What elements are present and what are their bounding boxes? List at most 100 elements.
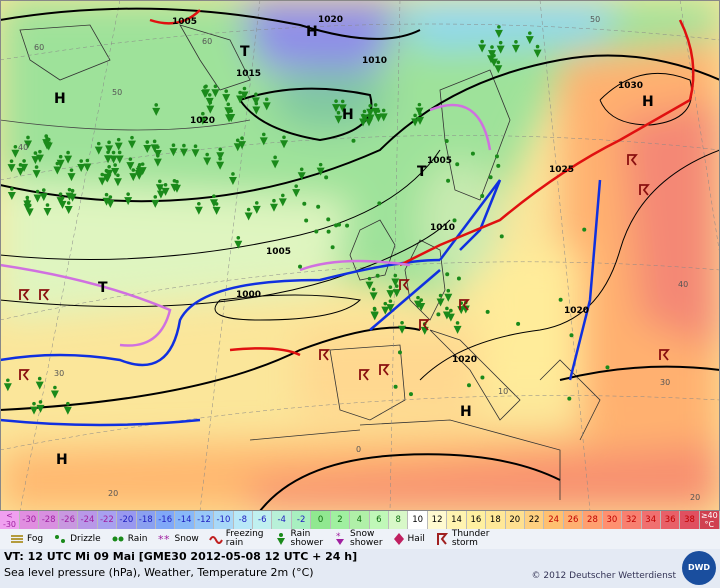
weather-symbol — [436, 312, 441, 317]
weather-symbol — [238, 141, 247, 150]
weather-symbol — [368, 104, 373, 108]
weather-symbol — [211, 89, 220, 98]
legend-cell: -6 — [253, 511, 273, 529]
weather-symbol — [414, 300, 423, 309]
weather-symbol — [386, 290, 395, 299]
weather-symbol — [238, 90, 242, 95]
weather-symbol — [496, 45, 505, 54]
weather-symbol — [228, 176, 237, 185]
weather-symbol — [212, 194, 216, 199]
fronts — [0, 9, 695, 427]
weather-symbol — [273, 155, 277, 160]
weather-symbol — [261, 132, 266, 137]
weather-symbol — [182, 143, 186, 148]
weather-symbol — [480, 194, 485, 199]
weather-symbol — [488, 175, 493, 180]
legend-cell: -10 — [214, 511, 234, 529]
grid-label: 40 — [678, 280, 688, 289]
weather-symbol — [156, 153, 160, 158]
weather-symbol — [163, 183, 168, 187]
weather-symbol — [229, 109, 234, 113]
legend-high-unit: °C — [704, 520, 715, 529]
weather-symbol — [37, 376, 42, 381]
weather-symbol — [131, 168, 136, 172]
weather-symbol — [246, 207, 251, 212]
weather-symbol — [79, 159, 84, 163]
weather-symbol — [271, 160, 280, 169]
low-center: T — [98, 280, 108, 296]
weather-symbol — [191, 149, 200, 158]
grid-label: 0 — [356, 445, 361, 454]
weather-symbol — [67, 173, 76, 182]
weather-symbol — [77, 164, 86, 173]
weather-symbol — [140, 162, 145, 166]
weather-symbol — [227, 113, 236, 122]
weather-symbol — [497, 25, 501, 29]
grid-label: 60 — [34, 43, 44, 52]
weather-symbol — [369, 292, 378, 301]
weather-symbol — [3, 383, 12, 392]
weather-symbol — [153, 158, 162, 167]
weather-symbol — [113, 178, 122, 187]
weather-symbol — [33, 151, 38, 155]
weather-symbol — [373, 103, 378, 107]
weather-symbol — [381, 108, 386, 113]
weather-symbol — [107, 140, 111, 145]
legend-item: Fog — [10, 533, 43, 545]
legend-cell: 30 — [602, 511, 623, 529]
weather-symbol — [39, 289, 50, 301]
legend-cell: -28 — [39, 511, 59, 529]
weather-symbol — [38, 149, 42, 154]
weather-symbol — [127, 140, 136, 149]
weather-symbol — [470, 151, 475, 156]
weather-symbol — [66, 401, 70, 406]
weather-symbol — [569, 333, 574, 338]
weather-symbol — [109, 155, 118, 164]
weather-symbol — [411, 118, 420, 127]
weather-symbol — [494, 154, 499, 159]
weather-symbol — [32, 170, 41, 179]
weather-symbol — [326, 217, 331, 222]
weather-symbol — [514, 40, 518, 44]
low-center: T — [417, 164, 427, 180]
legend-cell: 0 — [311, 511, 331, 529]
weather-symbol — [202, 89, 211, 98]
weather-symbol — [161, 187, 170, 196]
weather-symbol — [106, 200, 115, 209]
legend-item: Thunder storm — [435, 530, 489, 548]
weather-symbol — [371, 287, 376, 292]
weather-symbol — [145, 140, 150, 144]
svg-text:*: * — [336, 532, 341, 542]
weather-symbol — [236, 95, 245, 104]
weather-symbol — [371, 107, 380, 116]
weather-symbol — [281, 193, 285, 198]
low-center: T — [240, 44, 250, 60]
isobar-label: 1030 — [618, 81, 643, 91]
description: Sea level pressure (hPa), Weather, Tempe… — [4, 566, 314, 579]
weather-symbol — [9, 159, 14, 163]
weather-symbol — [496, 60, 501, 65]
weather-symbol — [367, 276, 372, 281]
weather-symbol — [115, 155, 124, 164]
weather-symbol — [23, 140, 32, 149]
legend-item: Freezing rain — [208, 530, 264, 548]
weather-legend: Fog Drizzle Rain * * Snow Freezing rain Ra… — [0, 529, 720, 549]
weather-symbol — [94, 146, 103, 155]
weather-symbol — [338, 104, 347, 113]
weather-symbol — [38, 400, 43, 404]
grid-label: 50 — [112, 88, 122, 97]
weather-symbol — [240, 91, 249, 100]
weather-symbol — [418, 112, 422, 116]
legend-cell: 10 — [408, 511, 428, 529]
legend-low: < -30 — [0, 511, 20, 529]
weather-symbol — [489, 50, 493, 55]
weather-symbol — [67, 187, 72, 192]
legend-cell: -20 — [117, 511, 137, 529]
weather-symbol — [324, 175, 329, 180]
weather-symbol — [7, 191, 16, 200]
weather-symbol — [480, 375, 485, 380]
weather-symbol — [170, 183, 179, 192]
weather-symbol — [535, 44, 540, 49]
weather-symbol — [304, 218, 309, 223]
weather-symbol — [511, 44, 520, 53]
